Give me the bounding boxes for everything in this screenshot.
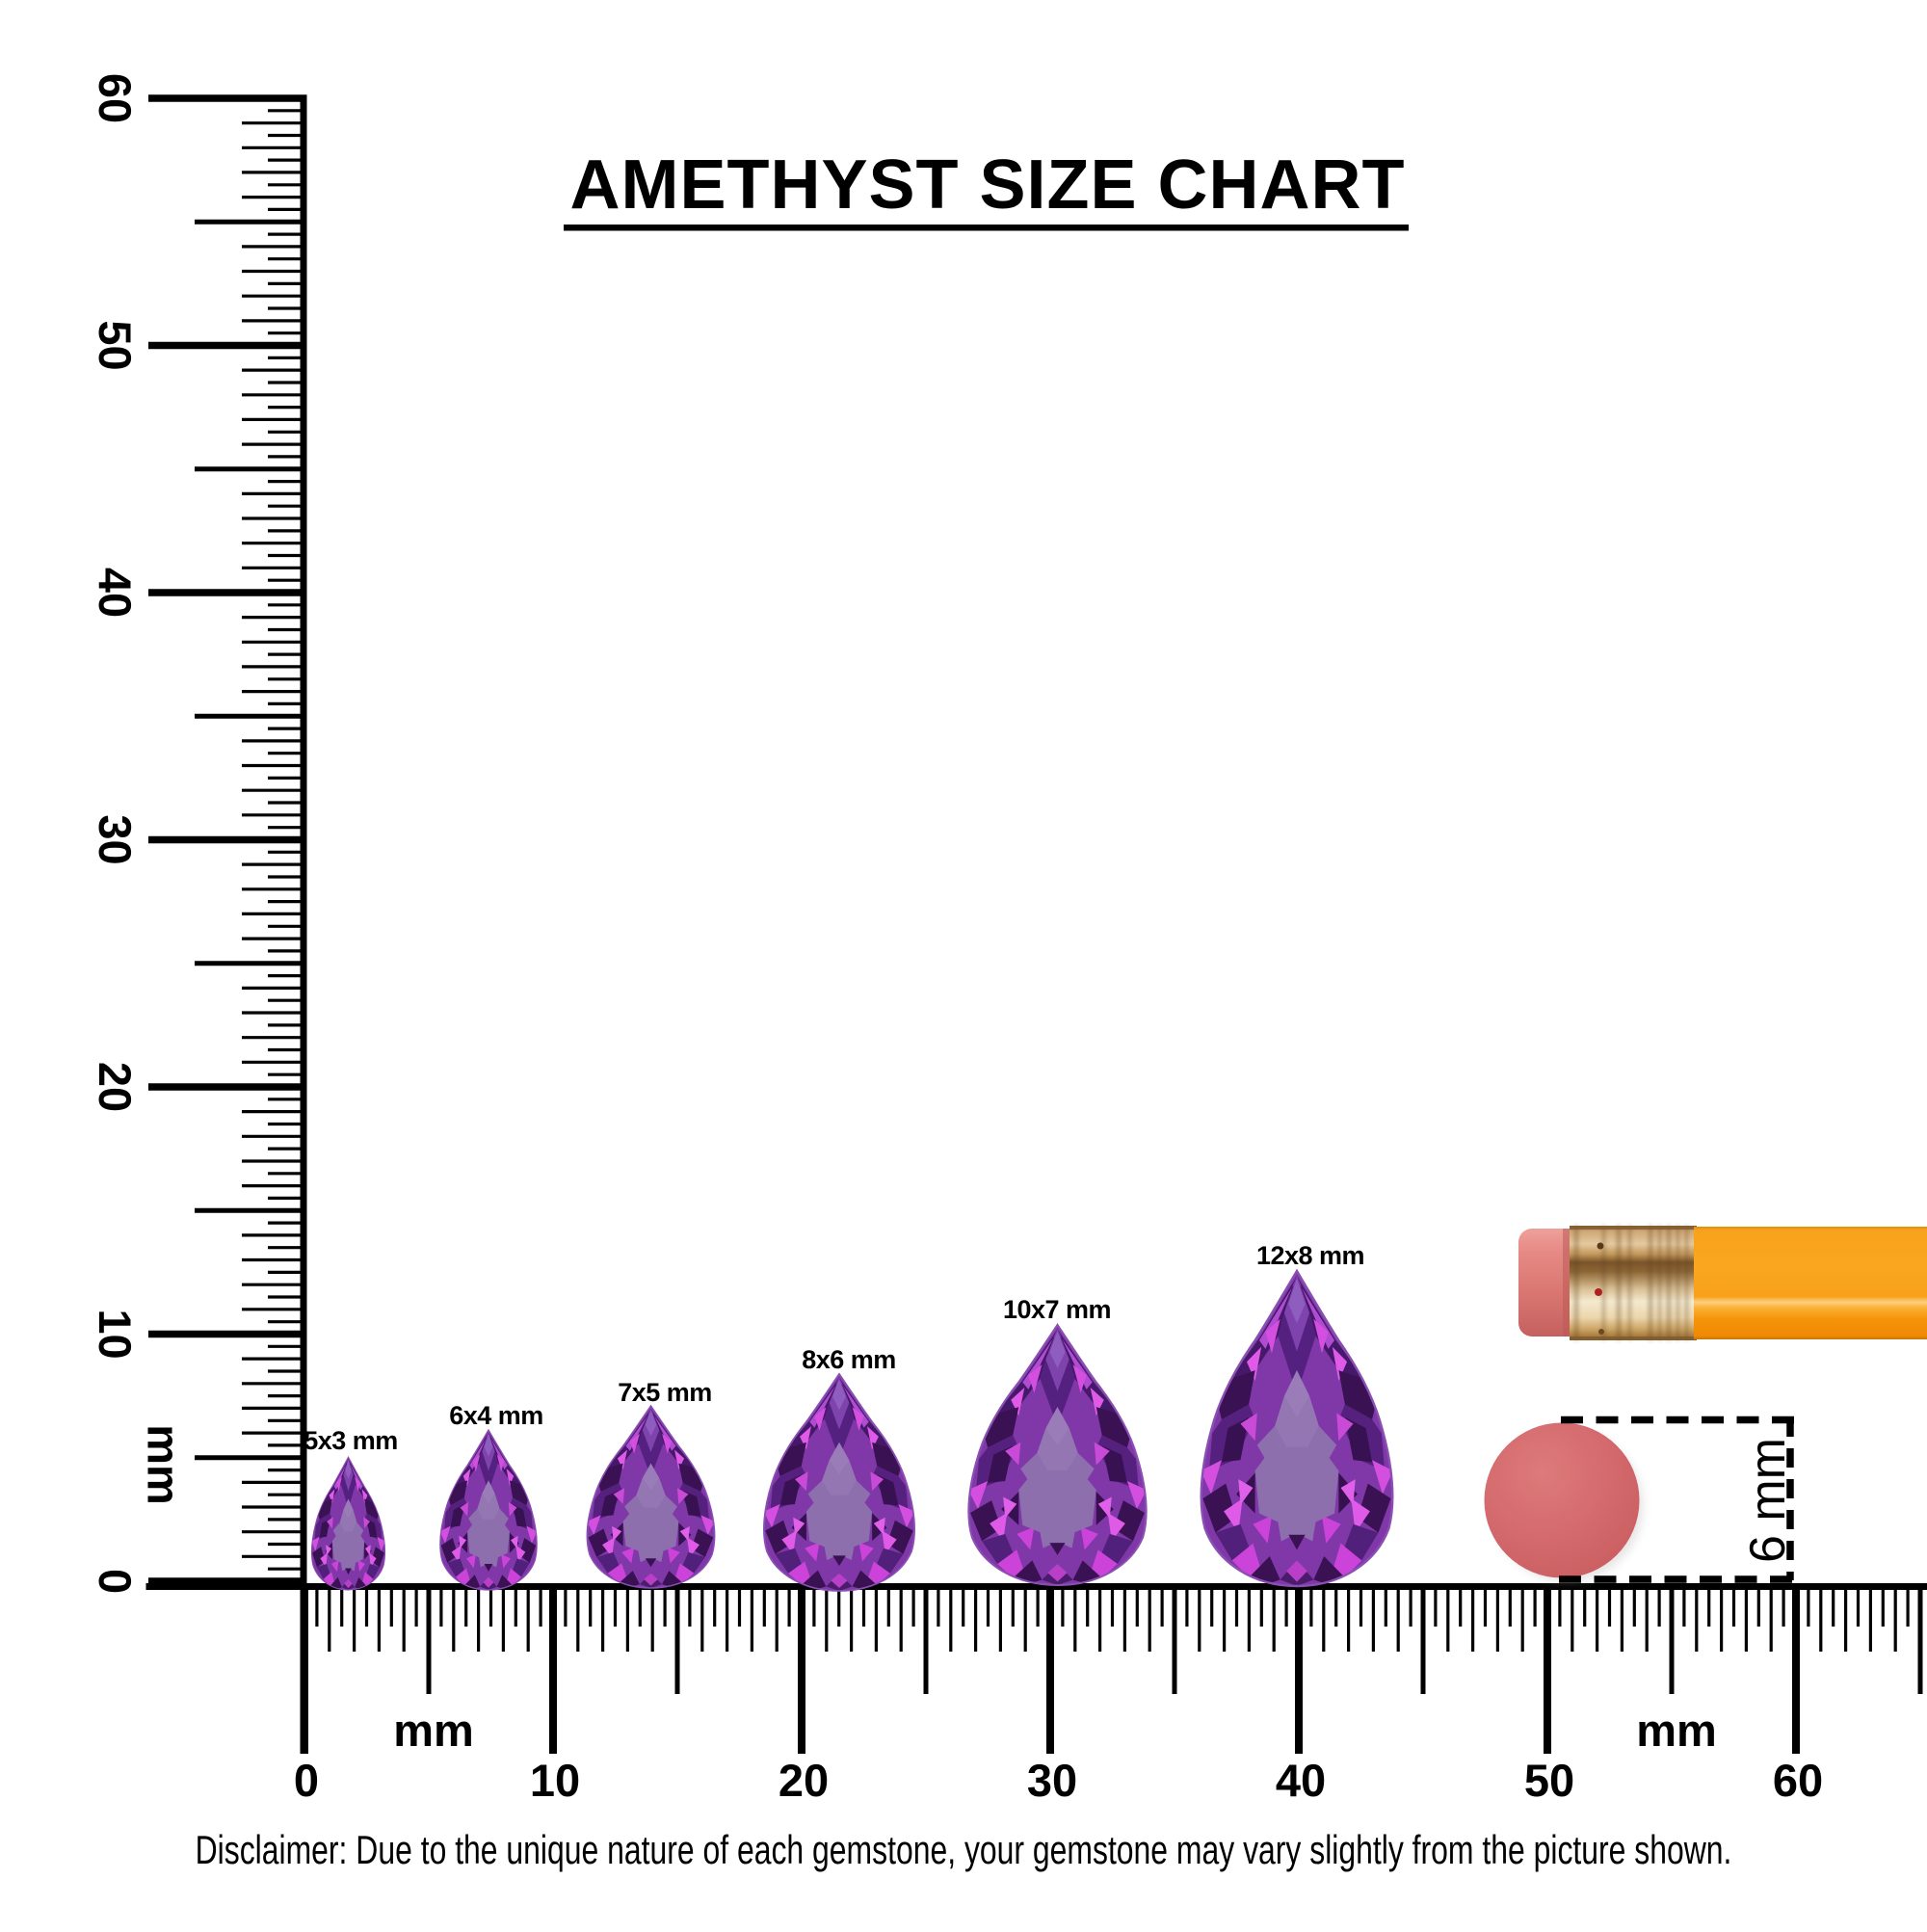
svg-text:mm: mm [139, 1424, 190, 1505]
svg-text:40: 40 [1276, 1755, 1326, 1806]
svg-text:40: 40 [90, 568, 141, 618]
svg-text:30: 30 [1027, 1755, 1077, 1806]
svg-text:0: 0 [294, 1755, 319, 1806]
svg-text:10: 10 [90, 1309, 141, 1359]
svg-text:0: 0 [90, 1569, 141, 1594]
svg-text:10x7 mm: 10x7 mm [1003, 1295, 1111, 1324]
svg-text:60: 60 [90, 73, 141, 123]
svg-text:20: 20 [779, 1755, 829, 1806]
svg-text:5x3 mm: 5x3 mm [304, 1426, 398, 1455]
svg-text:12x8 mm: 12x8 mm [1256, 1241, 1364, 1270]
svg-text:50: 50 [1524, 1755, 1574, 1806]
svg-text:6 mm: 6 mm [1740, 1438, 1796, 1563]
svg-text:8x6 mm: 8x6 mm [802, 1345, 896, 1374]
svg-text:6x4 mm: 6x4 mm [449, 1401, 543, 1430]
svg-text:mm: mm [1636, 1705, 1717, 1756]
svg-text:AMETHYST SIZE CHART: AMETHYST SIZE CHART [569, 146, 1405, 224]
svg-text:30: 30 [90, 814, 141, 864]
svg-text:7x5 mm: 7x5 mm [618, 1378, 712, 1407]
svg-text:60: 60 [1773, 1755, 1823, 1806]
svg-text:Disclaimer: Due to the unique: Disclaimer: Due to the unique nature of … [196, 1827, 1732, 1872]
svg-text:50: 50 [90, 320, 141, 370]
svg-text:20: 20 [90, 1062, 141, 1112]
svg-text:10: 10 [530, 1755, 580, 1806]
svg-text:mm: mm [393, 1705, 474, 1756]
